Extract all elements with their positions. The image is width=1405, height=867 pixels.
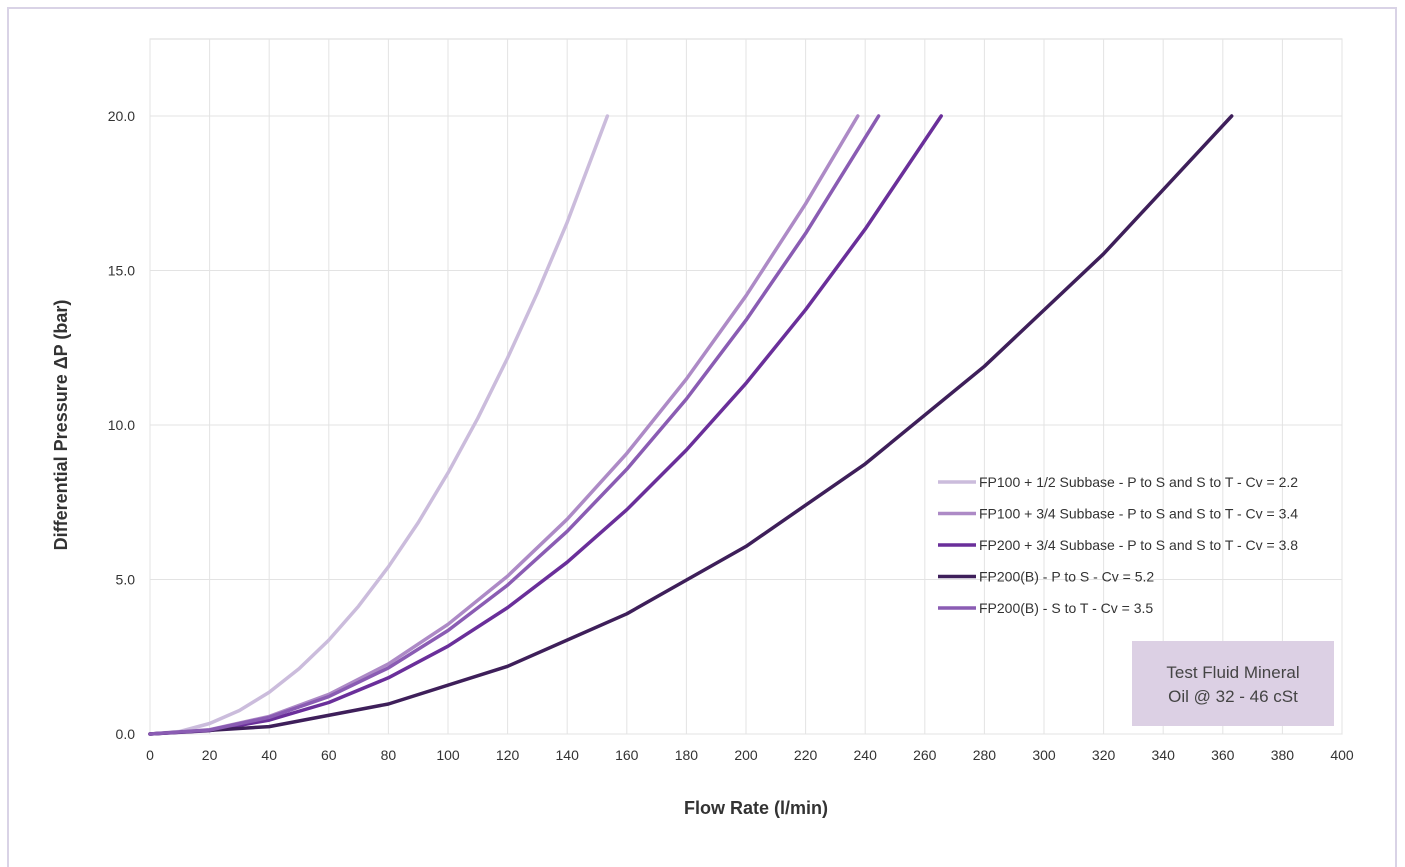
- x-tick-label: 80: [381, 747, 397, 763]
- legend-label: FP200(B) - P to S - Cv = 5.2: [979, 569, 1154, 585]
- y-axis-ticks: 0.0 5.0 10.0 15.0 20.0: [108, 108, 135, 742]
- grid: [149, 38, 1343, 735]
- x-tick-label: 60: [321, 747, 337, 763]
- legend-item-3: FP200 + 3/4 Subbase - P to S and S to T …: [938, 537, 1298, 553]
- legend-item-5: FP200(B) - S to T - Cv = 3.5: [938, 600, 1153, 616]
- x-tick-label: 360: [1211, 747, 1235, 763]
- y-tick-label: 5.0: [116, 572, 136, 588]
- series-line-1: [148, 114, 610, 736]
- x-tick-label: 300: [1032, 747, 1056, 763]
- x-axis-title: Flow Rate (l/min): [684, 798, 828, 818]
- legend-item-1: FP100 + 1/2 Subbase - P to S and S to T …: [938, 474, 1298, 490]
- legend-item-2: FP100 + 3/4 Subbase - P to S and S to T …: [938, 506, 1298, 522]
- legend-label: FP100 + 1/2 Subbase - P to S and S to T …: [979, 474, 1298, 490]
- x-tick-label: 180: [675, 747, 699, 763]
- x-tick-label: 280: [973, 747, 997, 763]
- chart-frame: [7, 7, 1397, 867]
- x-axis-ticks: 0 20 40 60 80 100 120 140 160 180 200 220 240 260 280 3…: [146, 747, 1354, 763]
- x-tick-label: 100: [436, 747, 460, 763]
- series-line-5: [148, 114, 881, 736]
- legend-label: FP200 + 3/4 Subbase - P to S and S to T …: [979, 537, 1298, 553]
- series-line-4: [148, 114, 1234, 736]
- x-tick-label: 140: [556, 747, 580, 763]
- x-tick-label: 20: [202, 747, 218, 763]
- x-tick-label: 380: [1271, 747, 1295, 763]
- x-tick-label: 0: [146, 747, 154, 763]
- x-tick-label: 40: [261, 747, 277, 763]
- annotation-box: Test Fluid Mineral Oil @ 32 - 46 cSt: [1132, 641, 1334, 726]
- y-tick-label: 20.0: [108, 108, 135, 124]
- x-tick-label: 220: [794, 747, 818, 763]
- x-tick-label: 120: [496, 747, 520, 763]
- y-tick-label: 0.0: [116, 726, 136, 742]
- annotation-background: [1132, 641, 1334, 726]
- x-tick-label: 340: [1152, 747, 1176, 763]
- x-tick-label: 260: [913, 747, 937, 763]
- legend-label: FP100 + 3/4 Subbase - P to S and S to T …: [979, 506, 1298, 522]
- y-tick-label: 15.0: [108, 263, 135, 279]
- legend-item-4: FP200(B) - P to S - Cv = 5.2: [938, 569, 1154, 585]
- legend: FP100 + 1/2 Subbase - P to S and S to T …: [938, 474, 1298, 616]
- x-tick-label: 200: [734, 747, 758, 763]
- x-tick-label: 400: [1330, 747, 1354, 763]
- y-tick-label: 10.0: [108, 417, 135, 433]
- annotation-line-1: Test Fluid Mineral: [1166, 663, 1299, 682]
- x-tick-label: 240: [854, 747, 878, 763]
- legend-label: FP200(B) - S to T - Cv = 3.5: [979, 600, 1153, 616]
- series-group: [148, 114, 1234, 736]
- annotation-line-2: Oil @ 32 - 46 cSt: [1168, 687, 1298, 706]
- x-tick-label: 320: [1092, 747, 1116, 763]
- series-line-3: [148, 114, 943, 736]
- y-axis-title: Differential Pressure ΔP (bar): [51, 300, 71, 551]
- x-tick-label: 160: [615, 747, 639, 763]
